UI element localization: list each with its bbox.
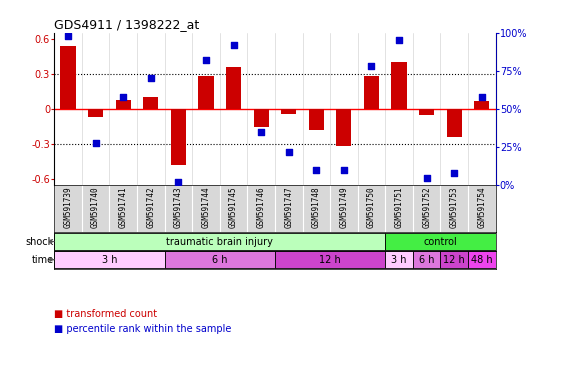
Text: GSM591743: GSM591743: [174, 187, 183, 228]
Text: GSM591747: GSM591747: [284, 187, 293, 228]
Text: traumatic brain injury: traumatic brain injury: [166, 237, 273, 247]
Bar: [61, 46, 75, 109]
Bar: [475, 101, 489, 109]
Bar: [254, 109, 269, 127]
Text: GSM591753: GSM591753: [450, 187, 459, 228]
Bar: [419, 109, 435, 115]
Text: 3 h: 3 h: [391, 255, 407, 265]
Point: [91, 139, 100, 146]
Text: GSM591754: GSM591754: [477, 187, 486, 228]
Bar: [385, 252, 413, 268]
Text: GSM591742: GSM591742: [146, 187, 155, 228]
Bar: [447, 109, 462, 137]
Text: ■ transformed count: ■ transformed count: [54, 309, 158, 319]
Text: 48 h: 48 h: [471, 255, 493, 265]
Point: [395, 37, 404, 43]
Text: 3 h: 3 h: [102, 255, 117, 265]
Point: [450, 170, 459, 176]
Bar: [143, 97, 158, 109]
Bar: [281, 109, 296, 114]
Text: GDS4911 / 1398222_at: GDS4911 / 1398222_at: [54, 18, 199, 31]
Bar: [115, 99, 131, 109]
Point: [339, 167, 348, 173]
Text: GSM591752: GSM591752: [422, 187, 431, 228]
Bar: [164, 252, 275, 268]
Text: ■ percentile rank within the sample: ■ percentile rank within the sample: [54, 324, 232, 334]
Bar: [226, 67, 241, 109]
Point: [422, 175, 431, 181]
Bar: [54, 233, 385, 250]
Bar: [364, 76, 379, 109]
Text: 6 h: 6 h: [419, 255, 435, 265]
Point: [367, 63, 376, 69]
Text: GSM591751: GSM591751: [395, 187, 404, 228]
Text: GSM591745: GSM591745: [229, 187, 238, 228]
Point: [477, 94, 486, 100]
Point: [284, 149, 293, 155]
Bar: [309, 109, 324, 130]
Text: 6 h: 6 h: [212, 255, 227, 265]
Bar: [275, 252, 385, 268]
Text: GSM591746: GSM591746: [256, 187, 266, 228]
Bar: [385, 233, 496, 250]
Bar: [88, 109, 103, 117]
Text: 12 h: 12 h: [443, 255, 465, 265]
Text: GSM591739: GSM591739: [63, 187, 73, 228]
Text: shock: shock: [26, 237, 54, 247]
Point: [202, 57, 211, 63]
Point: [312, 167, 321, 173]
Text: control: control: [424, 237, 457, 247]
Point: [119, 94, 128, 100]
Point: [146, 75, 155, 81]
Point: [174, 179, 183, 185]
Text: time: time: [31, 255, 54, 265]
Bar: [171, 109, 186, 165]
Bar: [440, 252, 468, 268]
Bar: [413, 252, 440, 268]
Bar: [198, 76, 214, 109]
Text: GSM591740: GSM591740: [91, 187, 100, 228]
Text: 12 h: 12 h: [319, 255, 341, 265]
Text: GSM591750: GSM591750: [367, 187, 376, 228]
Bar: [336, 109, 352, 147]
Point: [256, 129, 266, 135]
Point: [63, 33, 73, 39]
Text: GSM591749: GSM591749: [339, 187, 348, 228]
Bar: [468, 252, 496, 268]
Text: GSM591744: GSM591744: [202, 187, 211, 228]
Text: GSM591748: GSM591748: [312, 187, 321, 228]
Point: [229, 42, 238, 48]
Bar: [54, 252, 164, 268]
Text: GSM591741: GSM591741: [119, 187, 128, 228]
Bar: [392, 62, 407, 109]
